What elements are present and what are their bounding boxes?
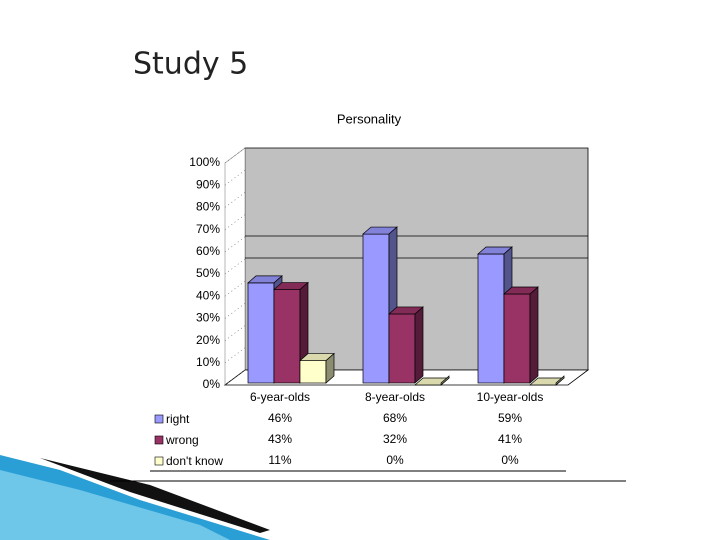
table-value: 0% — [386, 453, 404, 467]
tick-line — [224, 236, 246, 253]
legend-swatch — [154, 456, 164, 466]
bar — [247, 282, 275, 384]
tick-line — [224, 192, 246, 208]
y-tick-label: 70% — [196, 222, 220, 236]
table-value: 68% — [383, 411, 407, 425]
table-value: 46% — [268, 411, 292, 425]
decoration — [0, 470, 230, 540]
table-value: 41% — [498, 432, 522, 446]
y-tick-label: 50% — [196, 266, 220, 280]
bar-side — [440, 375, 450, 386]
y-tick-label: 80% — [196, 200, 220, 214]
legend-swatch — [154, 414, 164, 424]
tick-line — [224, 369, 246, 386]
bar — [362, 233, 390, 384]
tick-line — [224, 147, 246, 164]
chart-title: Personality — [337, 111, 402, 126]
bar-side — [529, 286, 539, 384]
legend-label: wrong — [165, 433, 199, 447]
table-value: 0% — [501, 453, 519, 467]
table-value: 32% — [383, 432, 407, 446]
x-tick-label: 8-year-olds — [365, 390, 425, 404]
table-value: 43% — [268, 432, 292, 446]
legend-swatch — [154, 435, 164, 445]
tick-line — [224, 303, 246, 319]
x-tick-label: 10-year-olds — [477, 390, 544, 404]
legend-label: right — [166, 412, 190, 426]
bar — [503, 293, 531, 384]
bar-side — [325, 352, 335, 384]
y-tick-label: 40% — [196, 288, 220, 302]
y-tick-label: 30% — [196, 311, 220, 325]
x-tick-label: 6-year-olds — [250, 390, 310, 404]
table-value: 59% — [498, 411, 522, 425]
bar-side — [555, 375, 565, 386]
y-tick-label: 90% — [196, 177, 220, 191]
y-tick-label: 10% — [196, 355, 220, 369]
tick-line — [224, 347, 246, 364]
y-tick-label: 60% — [196, 244, 220, 258]
bar — [477, 253, 505, 384]
legend-label: don't know — [166, 454, 223, 468]
bar — [299, 360, 327, 384]
table-value: 11% — [268, 453, 291, 467]
bar — [273, 289, 301, 384]
y-tick-label: 0% — [203, 377, 221, 391]
tick-line — [224, 258, 246, 275]
y-tick-label: 20% — [196, 333, 220, 347]
tick-line — [224, 169, 246, 186]
y-tick-label: 100% — [189, 155, 220, 169]
tick-line — [224, 214, 246, 230]
slide-title: Study 5 — [133, 47, 248, 82]
decoration — [40, 458, 270, 533]
tick-line — [224, 280, 246, 297]
tick-line — [224, 325, 246, 341]
bar-side — [414, 306, 424, 384]
bar — [388, 313, 416, 384]
